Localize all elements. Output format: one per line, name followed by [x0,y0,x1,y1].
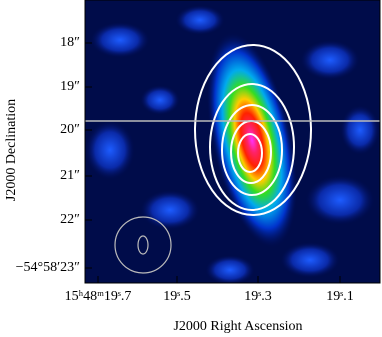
image [85,0,380,283]
y-tick-label: 20″ [60,122,80,137]
x-tick-label: 19ˢ.5 [163,289,190,304]
x-tick-labels: 15ʰ48ᵐ19ˢ.7 19ˢ.5 19ˢ.3 19ˢ.1 [65,289,354,304]
y-tick-labels: 18″ 19″ 20″ 21″ 22″ −54°58′23″ [16,35,81,275]
y-tick-label: 19″ [60,79,80,94]
y-tick-label: 18″ [60,35,80,50]
ticks [84,0,381,284]
y-tick-label: 21″ [60,168,80,183]
y-tick-label: 22″ [60,212,80,227]
x-tick-label: 19ˢ.1 [326,289,353,304]
y-tick-label: −54°58′23″ [16,260,81,275]
x-axis-label: J2000 Right Ascension [173,319,302,334]
y-axis-label: J2000 Declination [4,99,19,201]
x-tick-label: 19ˢ.3 [244,289,271,304]
x-tick-label: 15ʰ48ᵐ19ˢ.7 [65,289,132,304]
